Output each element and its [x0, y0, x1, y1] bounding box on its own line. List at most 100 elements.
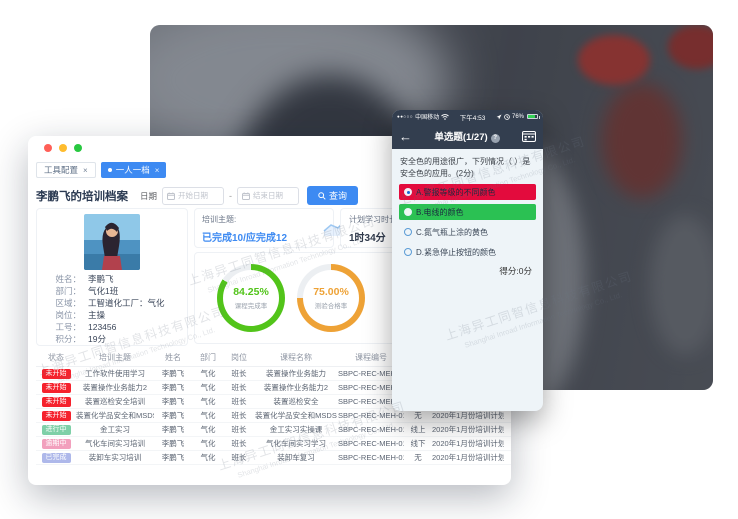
- profile-field-label: 工号：: [55, 322, 81, 332]
- dept-cell: 气化: [192, 380, 224, 395]
- donut-text: 84.25% 课程完成率: [217, 264, 285, 332]
- quiz-title-wrap: 单选题(1/27)?: [412, 129, 522, 143]
- query-button[interactable]: 查询: [307, 186, 359, 205]
- donut-percent: 75.00%: [313, 286, 349, 298]
- action-link[interactable]: 取消: [504, 436, 511, 451]
- back-arrow-icon[interactable]: ←: [399, 128, 412, 144]
- maximize-window-icon[interactable]: [74, 144, 82, 152]
- profile-field: 区域： 工智道化工厂：气化: [47, 297, 177, 309]
- course-code-cell: SBPC-REC-MEH-017: [338, 394, 404, 409]
- donut-label: 课程完成率: [234, 303, 268, 310]
- course-code-cell: SBPC-REC-MEH-017: [338, 450, 404, 465]
- table-header-cell: 部门: [192, 350, 224, 367]
- tab-label: 一人一档: [115, 165, 150, 175]
- dept-cell: 气化: [192, 436, 224, 451]
- status-cell: 未开始: [36, 408, 76, 423]
- status-cell: 进行中: [36, 422, 76, 437]
- calendar-icon: [242, 192, 251, 200]
- table-row: 进行中 金工实习 李鹏飞 气化 班长 金工实习实操课 SBPC-REC-MEH-017 线上 2…: [36, 422, 511, 437]
- tab-close-icon[interactable]: ×: [83, 165, 88, 175]
- status-cell: 已完成: [36, 450, 76, 465]
- dept-cell: 气化: [192, 450, 224, 465]
- photo-worker-arm: [650, 215, 713, 355]
- filter-toolbar: 李鹏飞的培训档案 日期 开始日期 - 结束日期 查询: [28, 182, 511, 211]
- radio-icon[interactable]: [404, 208, 412, 216]
- table-header-cell: 岗位: [224, 350, 254, 367]
- phone-nav-bar: ← 单选题(1/27)?: [392, 123, 543, 149]
- dept-cell: 气化: [192, 394, 224, 409]
- profile-fields: 姓名： 李鹏飞 部门： 气化1班 区域： 工智道化工厂：气化 岗位： 主操 工号： 123456 积…: [37, 273, 187, 345]
- status-cell: 未开始: [36, 366, 76, 381]
- quiz-option-D[interactable]: D.紧急停止按钮的颜色: [399, 244, 536, 260]
- course-cell[interactable]: 装卸车复习: [254, 450, 338, 465]
- course-code-cell: SBPC-REC-MEH-017: [338, 380, 404, 395]
- topic-cell: 装置巡检安全培训: [76, 394, 154, 409]
- post-cell: 班长: [224, 450, 254, 465]
- table-row: 逾期中 气化车间实习培训 李鹏飞 气化 班长 气化车间实习学习 SBPC-REC-MEH-0…: [36, 436, 511, 451]
- post-cell: 班长: [224, 366, 254, 381]
- donut-chart-1: 84.25% 课程完成率: [217, 264, 285, 332]
- action-link[interactable]: 取消: [504, 422, 511, 437]
- photo-red-hardhat: [578, 35, 650, 85]
- dept-cell: 气化: [192, 366, 224, 381]
- mac-titlebar: [28, 136, 511, 160]
- wifi-icon: [441, 113, 449, 120]
- date-range-separator: -: [229, 190, 233, 201]
- minimize-window-icon[interactable]: [59, 144, 67, 152]
- mode-cell: 无: [404, 450, 432, 465]
- course-cell: 装置巡检安全: [254, 394, 338, 409]
- radio-icon[interactable]: [404, 248, 412, 256]
- course-cell: 装置操作业务能力: [254, 366, 338, 381]
- help-icon[interactable]: ?: [490, 133, 500, 143]
- tab-bar: 工具配置 × 一人一档 ×: [28, 160, 511, 182]
- start-date-input[interactable]: 开始日期: [162, 186, 225, 205]
- answer-sheet-icon[interactable]: [522, 130, 536, 142]
- profile-field-value: 19分: [88, 334, 106, 344]
- location-arrow-icon: [496, 114, 502, 119]
- profile-field: 岗位： 主操: [47, 309, 177, 321]
- quiz-option-C[interactable]: C.氮气瓶上涂的黄色: [399, 224, 536, 240]
- donut-chart-2: 75.00% 测验合格率: [297, 264, 365, 332]
- tab-2[interactable]: 一人一档 ×: [100, 162, 167, 178]
- radio-icon[interactable]: [404, 228, 412, 236]
- mode-cell: 线下: [404, 436, 432, 451]
- post-cell: 班长: [224, 422, 254, 437]
- end-date-placeholder: 结束日期: [253, 191, 284, 200]
- mode-cell: 无: [404, 408, 432, 423]
- tab-close-icon[interactable]: ×: [154, 165, 160, 175]
- status-cell: 逾期中: [36, 436, 76, 451]
- plan-cell: 2020年1月份培训计划: [432, 450, 504, 465]
- topic-cell: 工作软件使用学习: [76, 366, 154, 381]
- action-link[interactable]: 查看: [504, 408, 511, 423]
- quiz-option-B[interactable]: B.电线的颜色: [399, 204, 536, 220]
- quiz-option-A[interactable]: A.警报等级的不同颜色: [399, 184, 536, 200]
- start-date-placeholder: 开始日期: [178, 191, 209, 200]
- course-cell: 金工实习实操课: [254, 422, 338, 437]
- table-header-cell: 培训主题: [76, 350, 154, 367]
- name-cell: 李鹏飞: [154, 380, 192, 395]
- name-cell: 李鹏飞: [154, 408, 192, 423]
- tab-1[interactable]: 工具配置 ×: [36, 162, 96, 178]
- mode-cell: 线上: [404, 422, 432, 437]
- course-cell: 气化车间实习学习: [254, 436, 338, 451]
- table-header-cell: 姓名: [154, 350, 192, 367]
- calendar-icon: [167, 192, 176, 200]
- status-badge: 未开始: [41, 368, 71, 379]
- quiz-options-list: A.警报等级的不同颜色 B.电线的颜色 C.氮气瓶上涂的黄色 D.紧急停止按钮的颜色: [392, 184, 543, 260]
- status-cell: 未开始: [36, 394, 76, 409]
- plan-cell: 2020年1月份培训计划: [432, 436, 504, 451]
- tab-label: 工具配置: [44, 165, 79, 175]
- quiz-title: 单选题(1/27): [434, 132, 488, 143]
- profile-field-label: 岗位：: [55, 310, 81, 320]
- table-header-cell: 课程编号: [338, 350, 404, 367]
- post-cell: 班长: [224, 408, 254, 423]
- close-window-icon[interactable]: [44, 144, 52, 152]
- name-cell: 李鹏飞: [154, 450, 192, 465]
- profile-field-label: 积分：: [55, 334, 81, 344]
- profile-field-label: 姓名：: [55, 274, 81, 284]
- photo-red-hardhat: [668, 25, 713, 69]
- topic-cell: 装卸车实习培训: [76, 450, 154, 465]
- end-date-input[interactable]: 结束日期: [237, 186, 300, 205]
- radio-selected-icon[interactable]: [404, 188, 412, 196]
- action-link[interactable]: 取消: [504, 450, 511, 465]
